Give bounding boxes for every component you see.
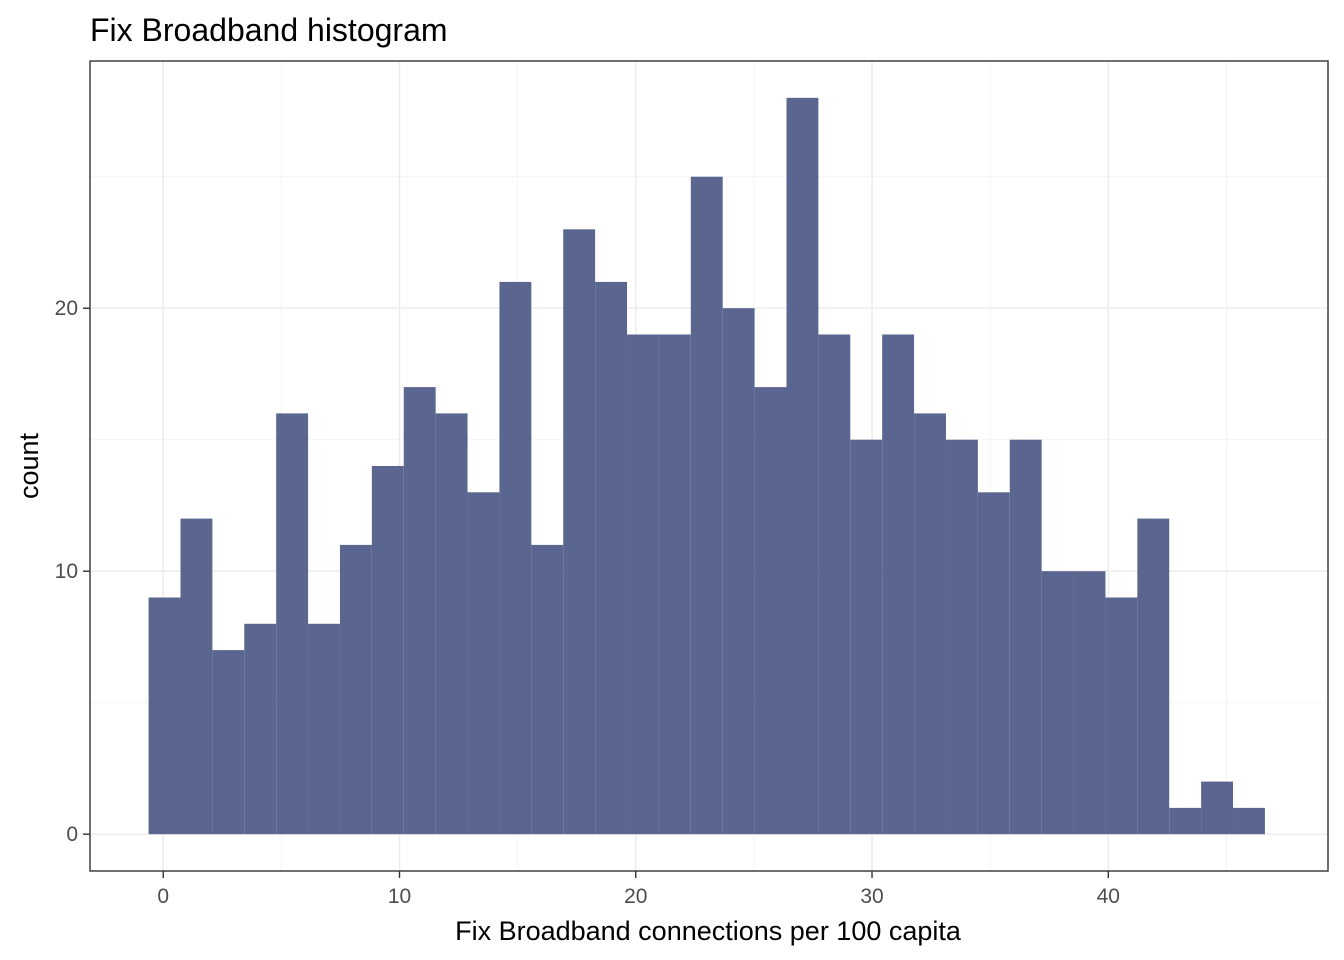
- histogram-bar: [914, 413, 946, 835]
- histogram-bar: [754, 387, 787, 835]
- histogram-bar: [339, 544, 372, 835]
- histogram-bar: [595, 281, 628, 835]
- histogram-bar: [658, 334, 691, 835]
- x-tick-label: 0: [157, 885, 169, 908]
- y-tick-label: 0: [66, 823, 78, 846]
- histogram-bar: [977, 492, 1010, 835]
- plot-panel-border: [89, 60, 1329, 872]
- x-axis-ticks: 0 10 20 30 40: [157, 871, 1120, 908]
- y-tick-label: 10: [55, 560, 78, 583]
- histogram-bar: [1137, 518, 1170, 835]
- histogram-bar: [850, 439, 883, 835]
- histogram-bar: [1009, 439, 1042, 835]
- x-tick-label: 10: [388, 885, 411, 908]
- histogram-bar: [1073, 571, 1106, 835]
- histogram-bar: [435, 413, 468, 835]
- histogram-bar: [308, 623, 340, 835]
- y-axis-ticks: 0 10 20: [55, 297, 90, 846]
- histogram-bar: [627, 334, 659, 835]
- histogram-bar: [180, 518, 213, 835]
- x-tick-label: 30: [860, 885, 883, 908]
- histogram-bar: [403, 387, 436, 835]
- histogram-bar: [1105, 597, 1138, 835]
- histogram-bar: [1201, 781, 1234, 835]
- histogram-bar: [882, 334, 915, 835]
- histogram-bar: [212, 650, 245, 835]
- histogram-bar: [786, 97, 819, 835]
- histogram-bar: [499, 281, 532, 835]
- histogram-bar: [690, 176, 723, 835]
- y-axis-title: count: [14, 432, 44, 499]
- chart-title: Fix Broadband histogram: [90, 12, 448, 48]
- histogram-bar: [244, 623, 277, 835]
- histogram-bar: [1169, 807, 1202, 835]
- histogram-bar: [818, 334, 851, 835]
- histogram-bar: [722, 308, 755, 835]
- histogram-bar: [467, 492, 500, 835]
- histogram-bar: [371, 466, 404, 835]
- x-tick-label: 40: [1097, 885, 1120, 908]
- histogram-bar: [945, 439, 978, 835]
- x-axis-title: Fix Broadband connections per 100 capita: [455, 916, 962, 946]
- histogram-bar: [276, 413, 309, 835]
- histogram-bar: [1041, 571, 1074, 835]
- y-tick-label: 20: [55, 297, 78, 320]
- x-tick-label: 20: [624, 885, 647, 908]
- histogram-bars: [148, 97, 1265, 835]
- histogram-bar: [1233, 807, 1265, 835]
- histogram-bar: [563, 229, 596, 835]
- histogram-bar: [531, 544, 564, 835]
- histogram-bar: [148, 597, 181, 835]
